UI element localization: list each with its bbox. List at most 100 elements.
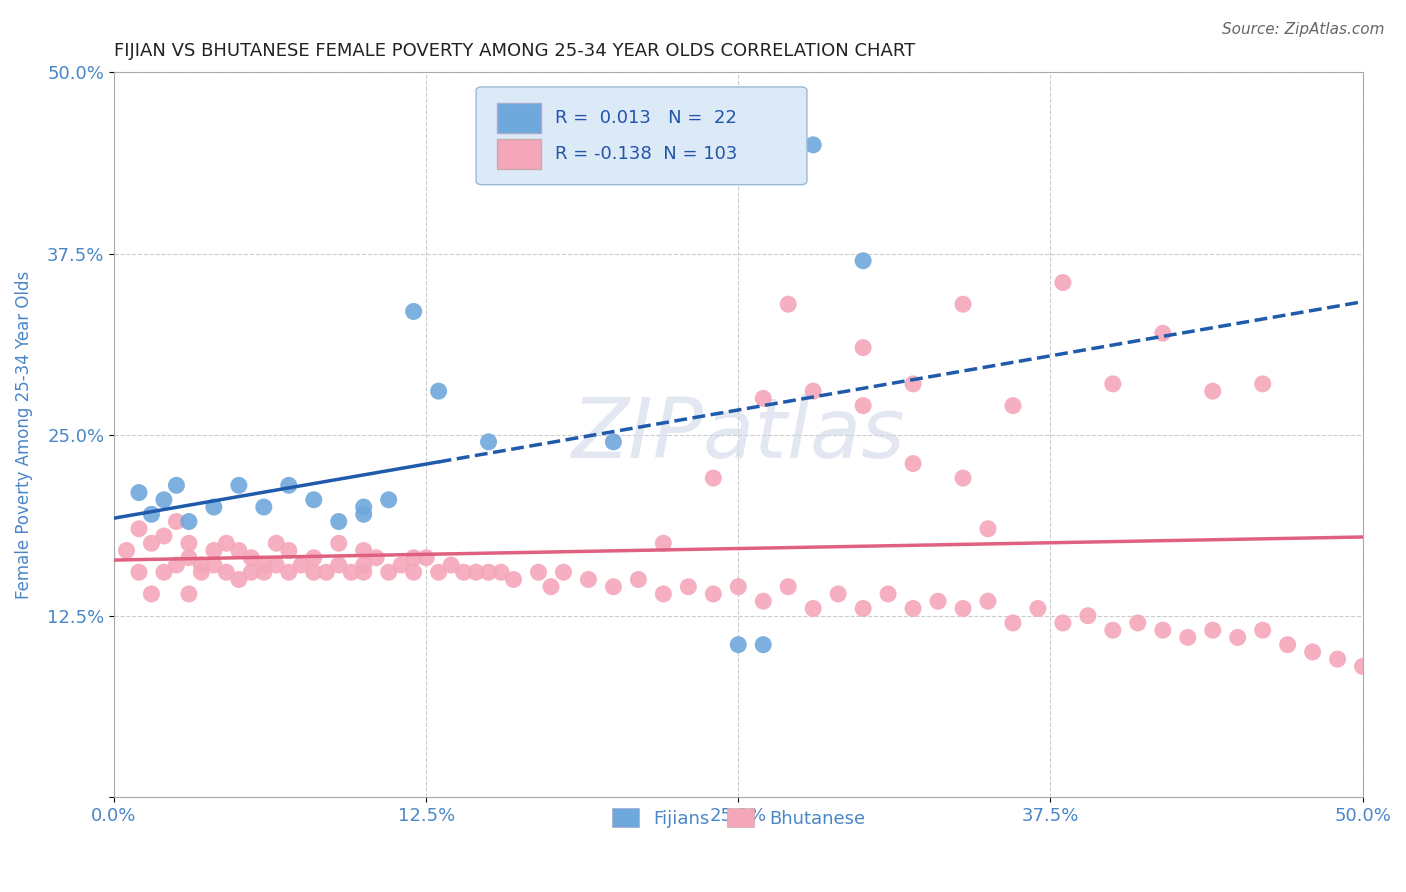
Point [602, 580, 624, 594]
Point [1152, 326, 1174, 341]
Point [253, 566, 276, 580]
Point [202, 500, 225, 514]
Point [377, 492, 399, 507]
Point [1126, 615, 1149, 630]
Point [253, 558, 276, 572]
Point [1177, 631, 1199, 645]
Point [952, 471, 974, 485]
Point [115, 543, 138, 558]
Point [1351, 659, 1374, 673]
Point [1251, 623, 1274, 637]
Point [228, 478, 250, 492]
Point [353, 566, 375, 580]
Point [377, 566, 399, 580]
Point [1052, 276, 1074, 290]
Point [477, 434, 499, 449]
Point [1302, 645, 1324, 659]
Point [652, 587, 675, 601]
Point [1202, 384, 1225, 399]
Point [190, 558, 212, 572]
Point [165, 515, 187, 529]
Point [901, 457, 924, 471]
Point [702, 587, 724, 601]
Point [952, 601, 974, 615]
Point [240, 566, 263, 580]
FancyBboxPatch shape [477, 87, 807, 185]
Point [527, 566, 550, 580]
Point [977, 594, 1000, 608]
Point [1226, 631, 1249, 645]
Point [1026, 601, 1049, 615]
Point [340, 566, 363, 580]
Point [177, 536, 200, 550]
Point [1251, 376, 1274, 391]
Point [141, 536, 163, 550]
Point [852, 341, 875, 355]
Point [578, 573, 600, 587]
Y-axis label: Female Poverty Among 25-34 Year Olds: Female Poverty Among 25-34 Year Olds [15, 270, 32, 599]
Point [727, 580, 749, 594]
Point [801, 137, 824, 152]
Text: ZIPatlas: ZIPatlas [571, 394, 905, 475]
Legend: Fijians, Bhutanese: Fijians, Bhutanese [605, 801, 872, 835]
Point [165, 478, 187, 492]
Point [540, 580, 562, 594]
Text: R = -0.138  N = 103: R = -0.138 N = 103 [555, 145, 737, 163]
Point [153, 566, 176, 580]
Point [1101, 623, 1123, 637]
Point [852, 601, 875, 615]
Point [489, 566, 512, 580]
Point [453, 566, 475, 580]
Point [253, 500, 276, 514]
Point [977, 522, 1000, 536]
Point [353, 558, 375, 572]
Point [389, 558, 412, 572]
Point [1277, 638, 1299, 652]
Point [702, 471, 724, 485]
Point [477, 566, 499, 580]
Point [1326, 652, 1348, 666]
Point [266, 536, 288, 550]
Point [290, 558, 312, 572]
Point [277, 543, 299, 558]
Point [1202, 623, 1225, 637]
FancyBboxPatch shape [498, 139, 541, 169]
Point [778, 580, 800, 594]
Point [415, 550, 437, 565]
Point [153, 492, 176, 507]
Point [328, 536, 350, 550]
Point [353, 543, 375, 558]
Point [302, 550, 325, 565]
Point [315, 566, 337, 580]
Point [128, 485, 150, 500]
Point [240, 550, 263, 565]
Text: FIJIAN VS BHUTANESE FEMALE POVERTY AMONG 25-34 YEAR OLDS CORRELATION CHART: FIJIAN VS BHUTANESE FEMALE POVERTY AMONG… [114, 42, 915, 60]
Point [128, 522, 150, 536]
Text: Source: ZipAtlas.com: Source: ZipAtlas.com [1222, 22, 1385, 37]
Point [801, 384, 824, 399]
Point [215, 566, 238, 580]
Point [502, 573, 524, 587]
Point [153, 529, 176, 543]
Point [366, 550, 388, 565]
Point [177, 587, 200, 601]
Point [553, 566, 575, 580]
Point [727, 638, 749, 652]
Point [402, 550, 425, 565]
Point [602, 434, 624, 449]
Point [1052, 615, 1074, 630]
Point [228, 573, 250, 587]
Point [852, 253, 875, 268]
Point [652, 536, 675, 550]
Point [801, 601, 824, 615]
FancyBboxPatch shape [498, 103, 541, 133]
Point [266, 558, 288, 572]
Point [328, 515, 350, 529]
Point [877, 587, 900, 601]
Point [778, 297, 800, 311]
Point [165, 558, 187, 572]
Point [901, 376, 924, 391]
Point [402, 566, 425, 580]
Point [277, 566, 299, 580]
Point [141, 587, 163, 601]
